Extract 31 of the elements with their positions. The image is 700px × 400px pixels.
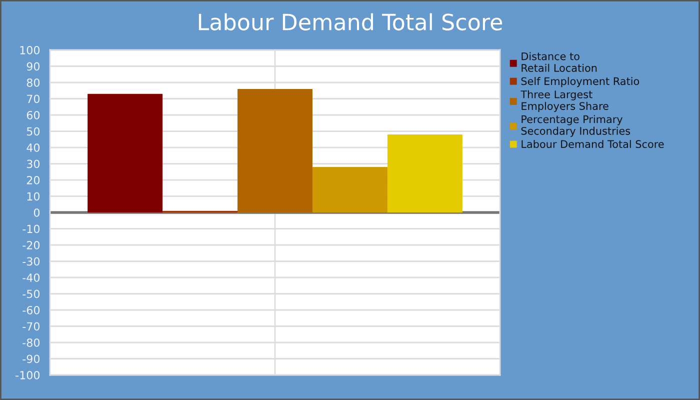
bar xyxy=(312,167,388,212)
y-tick-label: 50 xyxy=(26,127,40,136)
y-tick-label: 30 xyxy=(26,160,40,168)
y-tick-label: -80 xyxy=(22,338,40,347)
bar xyxy=(387,134,462,212)
y-tick-label: 60 xyxy=(26,110,40,120)
y-tick-label: 80 xyxy=(26,78,40,87)
bar xyxy=(88,94,163,212)
y-tick-label: 40 xyxy=(26,143,40,152)
y-tick-label: -90 xyxy=(22,354,40,364)
y-tick-label: 20 xyxy=(26,176,40,184)
y-tick-label: -10 xyxy=(22,224,40,234)
y-tick-label: 0 xyxy=(34,208,40,217)
legend-label: Distance to Retail Location xyxy=(522,52,597,72)
legend-label: Labour Demand Total Score xyxy=(522,140,664,148)
legend-label: Self Employment Ratio xyxy=(521,77,640,88)
y-tick-label: 90 xyxy=(26,62,40,71)
bar xyxy=(238,89,312,212)
y-tick-label: -60 xyxy=(22,306,40,314)
y-tick-label: -30 xyxy=(22,257,40,266)
y-tick-label: -70 xyxy=(22,322,40,331)
legend-label: Percentage Primary Secondary Industries xyxy=(521,115,630,137)
y-tick-label: -50 xyxy=(22,290,40,298)
y-tick-label: 100 xyxy=(20,46,40,54)
y-tick-label: 70 xyxy=(27,94,40,104)
y-tick-label: -40 xyxy=(22,273,40,282)
chart-title: Labour Demand Total Score xyxy=(198,13,502,30)
legend-label: Three Largest Employers Share xyxy=(520,90,608,112)
y-tick-label: -20 xyxy=(22,240,40,250)
y-tick-label: -100 xyxy=(16,370,40,380)
y-tick-label: 10 xyxy=(27,192,40,201)
